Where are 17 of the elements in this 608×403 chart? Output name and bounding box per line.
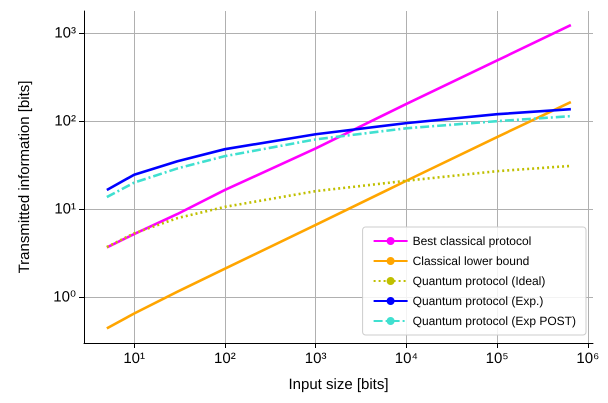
y-tick-label: 10⁰ [53, 288, 76, 306]
x-tick-label: 10² [214, 350, 236, 367]
legend-label: Quantum protocol (Ideal) [412, 274, 546, 288]
x-tick-label: 10⁴ [394, 350, 418, 367]
x-tick-label: 10⁶ [576, 350, 600, 367]
y-tick-label: 10³ [54, 24, 76, 42]
y-tick-label: 10¹ [54, 200, 76, 218]
legend-label: Quantum protocol (Exp POST) [412, 314, 576, 328]
y-tick-label: 10² [54, 112, 76, 130]
x-tick-label: 10³ [304, 350, 326, 367]
x-tick-label: 10⁵ [486, 350, 509, 367]
legend-label: Classical lower bound [412, 254, 530, 268]
legend-label: Quantum protocol (Exp.) [412, 294, 544, 308]
y-axis-title: Transmitted information [bits] [16, 80, 33, 274]
x-axis-title: Input size [bits] [288, 376, 389, 393]
x-tick-label: 10¹ [123, 350, 146, 367]
legend-label: Best classical protocol [412, 234, 532, 248]
